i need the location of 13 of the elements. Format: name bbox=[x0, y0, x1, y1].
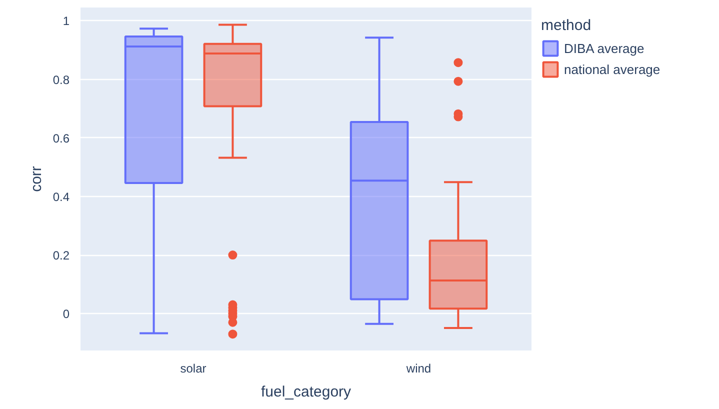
legend-label: DIBA average bbox=[564, 40, 644, 56]
legend-label: national average bbox=[564, 62, 660, 76]
x-tick-label: solar bbox=[180, 362, 206, 376]
x-axis-title: fuel_category bbox=[260, 384, 352, 400]
legend-title: method bbox=[541, 17, 592, 34]
y-tick-label: 0.2 bbox=[52, 248, 70, 263]
y-tick-label: 0.8 bbox=[52, 72, 70, 87]
y-tick-label: 0 bbox=[62, 307, 70, 322]
y-tick-label: 0.6 bbox=[52, 131, 70, 146]
y-tick-label: 0.4 bbox=[52, 190, 70, 204]
y-axis-title: corr bbox=[28, 166, 45, 192]
y-tick-label: 1 bbox=[62, 14, 70, 28]
x-tick-label: wind bbox=[405, 362, 432, 376]
